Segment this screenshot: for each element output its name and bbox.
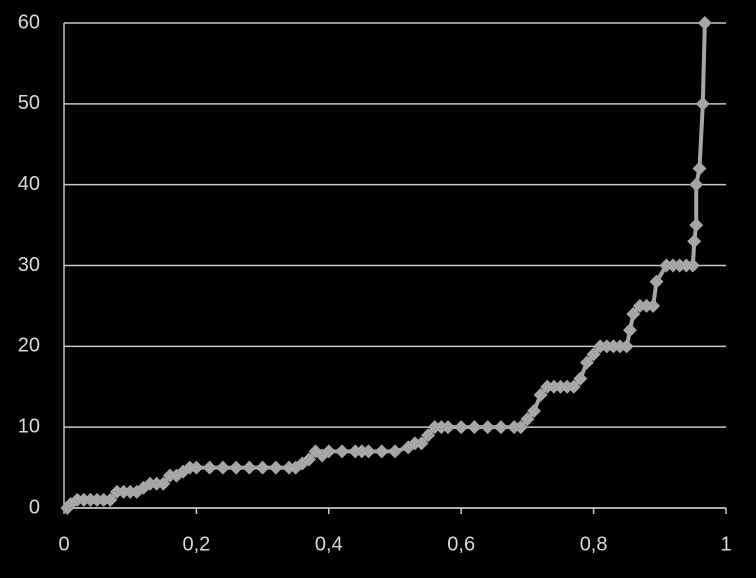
data-marker xyxy=(421,428,436,443)
y-tick-label: 60 xyxy=(18,11,40,33)
y-tick-label: 40 xyxy=(18,173,40,195)
data-marker xyxy=(189,460,204,475)
x-tick-label: 0,6 xyxy=(447,533,475,555)
x-tick-label: 0,4 xyxy=(315,533,343,555)
x-tick-label: 1 xyxy=(720,533,731,555)
data-marker xyxy=(513,420,528,435)
data-marker xyxy=(520,412,535,427)
data-marker xyxy=(242,460,257,475)
data-marker xyxy=(527,404,542,418)
data-marker xyxy=(579,355,594,370)
data-marker xyxy=(321,444,336,459)
data-marker xyxy=(573,371,588,386)
data-marker xyxy=(626,307,641,321)
data-marker xyxy=(566,379,581,394)
data-marker xyxy=(619,339,634,354)
data-marker xyxy=(493,420,508,435)
data-marker xyxy=(467,420,482,435)
y-tick-label: 50 xyxy=(18,92,40,114)
data-marker xyxy=(649,274,664,289)
y-tick-label: 30 xyxy=(18,254,40,276)
x-tick-label: 0 xyxy=(58,533,69,555)
data-marker xyxy=(692,161,707,176)
data-marker xyxy=(685,258,700,273)
data-marker xyxy=(623,323,638,338)
data-marker xyxy=(689,218,704,233)
data-marker xyxy=(697,16,712,30)
data-marker xyxy=(202,460,217,475)
data-marker xyxy=(361,444,376,459)
data-marker xyxy=(454,420,469,435)
data-marker xyxy=(103,492,118,507)
data-marker xyxy=(335,444,350,459)
x-tick-label: 0,8 xyxy=(580,533,608,555)
data-marker xyxy=(646,298,661,313)
data-marker xyxy=(533,387,548,402)
data-marker xyxy=(689,177,704,192)
data-marker xyxy=(301,452,316,467)
data-marker xyxy=(268,460,283,475)
data-marker xyxy=(695,96,710,111)
y-tick-label: 20 xyxy=(18,335,40,357)
data-marker xyxy=(586,347,601,362)
data-marker xyxy=(480,420,495,435)
data-marker xyxy=(255,460,270,475)
data-marker xyxy=(229,460,244,475)
data-marker xyxy=(156,476,171,491)
data-marker xyxy=(440,420,455,435)
data-marker xyxy=(215,460,230,475)
y-tick-label: 10 xyxy=(18,415,40,437)
data-marker xyxy=(374,444,389,459)
data-marker xyxy=(414,436,429,451)
data-marker xyxy=(388,444,402,459)
data-marker xyxy=(687,234,702,249)
x-tick-label: 0,2 xyxy=(182,533,210,555)
y-tick-label: 0 xyxy=(29,496,40,518)
